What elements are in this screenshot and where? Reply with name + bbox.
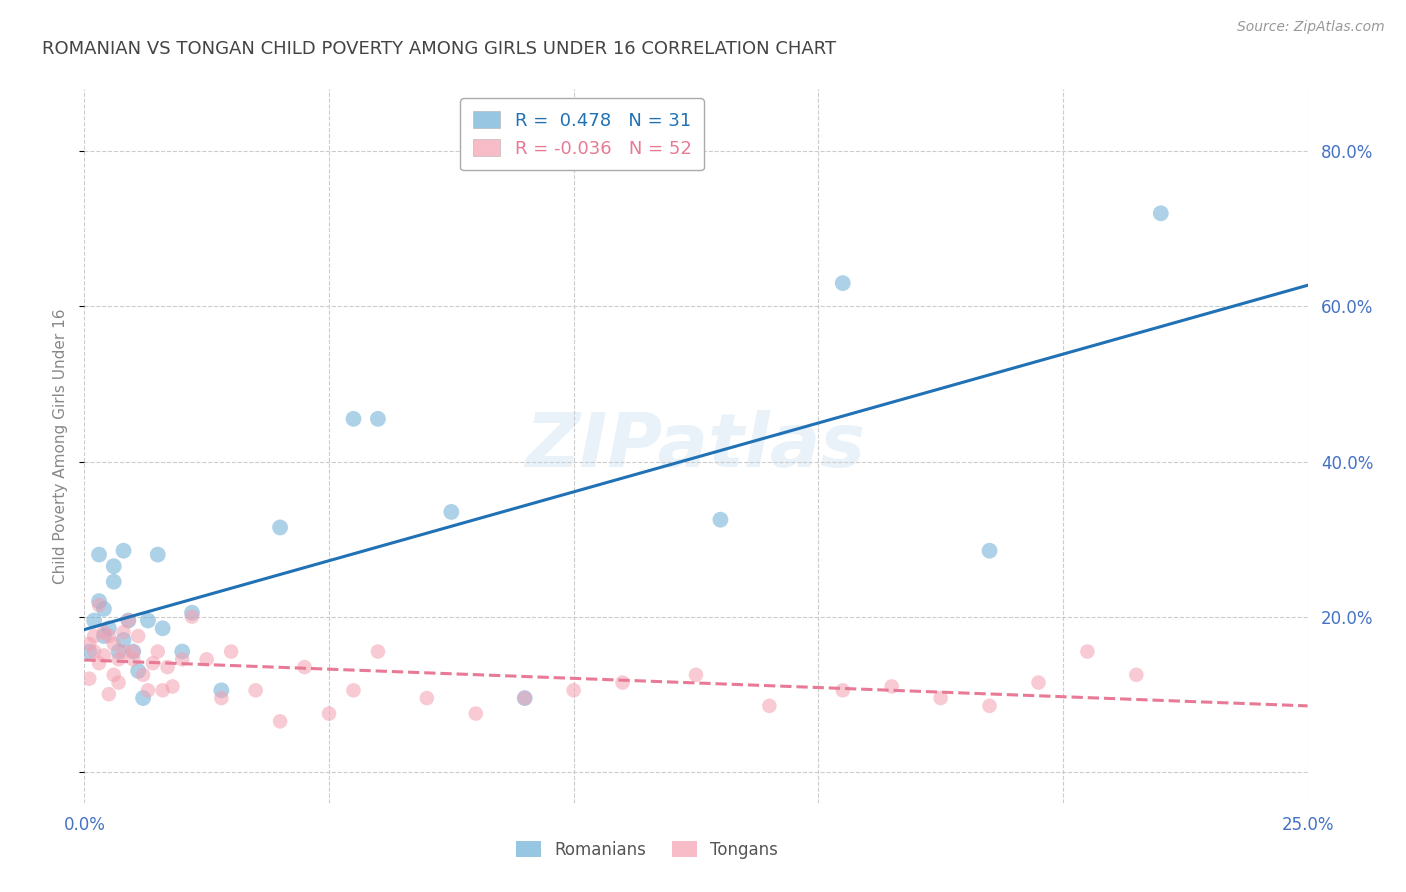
Point — [112, 625, 135, 640]
Point — [294, 660, 316, 674]
Point — [146, 644, 169, 658]
Point — [880, 680, 903, 694]
Point — [979, 543, 1001, 558]
Point — [122, 652, 145, 666]
Point — [122, 644, 145, 658]
Point — [367, 644, 389, 658]
Point — [117, 614, 139, 628]
Point — [172, 644, 194, 658]
Point — [209, 683, 232, 698]
Point — [122, 644, 145, 658]
Point — [464, 706, 486, 721]
Point — [152, 683, 174, 698]
Point — [87, 548, 110, 562]
Point — [195, 652, 218, 666]
Point — [93, 629, 115, 643]
Text: ROMANIAN VS TONGAN CHILD POVERTY AMONG GIRLS UNDER 16 CORRELATION CHART: ROMANIAN VS TONGAN CHILD POVERTY AMONG G… — [42, 40, 837, 58]
Point — [146, 548, 169, 562]
Point — [318, 706, 340, 721]
Point — [156, 660, 179, 674]
Point — [87, 594, 110, 608]
Point — [1150, 206, 1173, 220]
Point — [1076, 644, 1098, 658]
Point — [127, 664, 149, 678]
Point — [209, 691, 232, 706]
Point — [97, 621, 120, 635]
Point — [758, 698, 780, 713]
Point — [219, 644, 242, 658]
Point — [83, 614, 105, 628]
Point — [269, 714, 291, 729]
Point — [112, 632, 135, 647]
Point — [831, 683, 853, 698]
Point — [142, 656, 165, 670]
Point — [103, 559, 125, 574]
Point — [172, 652, 194, 666]
Point — [685, 668, 707, 682]
Point — [117, 614, 139, 628]
Point — [77, 637, 100, 651]
Point — [152, 621, 174, 635]
Point — [83, 644, 105, 658]
Point — [77, 672, 100, 686]
Point — [97, 629, 120, 643]
Point — [93, 648, 115, 663]
Point — [136, 683, 159, 698]
Point — [107, 644, 129, 658]
Point — [929, 691, 952, 706]
Point — [831, 276, 853, 290]
Legend: Romanians, Tongans: Romanians, Tongans — [509, 835, 785, 866]
Point — [83, 629, 105, 643]
Text: Source: ZipAtlas.com: Source: ZipAtlas.com — [1237, 20, 1385, 34]
Point — [342, 412, 364, 426]
Point — [77, 644, 100, 658]
Point — [97, 687, 120, 701]
Point — [87, 656, 110, 670]
Point — [181, 606, 204, 620]
Point — [107, 675, 129, 690]
Point — [103, 574, 125, 589]
Point — [132, 691, 155, 706]
Point — [87, 598, 110, 612]
Point — [440, 505, 463, 519]
Point — [181, 609, 204, 624]
Point — [103, 637, 125, 651]
Point — [103, 668, 125, 682]
Text: ZIPatlas: ZIPatlas — [526, 409, 866, 483]
Point — [93, 625, 115, 640]
Point — [162, 680, 184, 694]
Point — [107, 652, 129, 666]
Point — [245, 683, 267, 698]
Point — [127, 629, 149, 643]
Point — [1028, 675, 1050, 690]
Point — [367, 412, 389, 426]
Point — [709, 513, 731, 527]
Point — [112, 644, 135, 658]
Point — [132, 668, 155, 682]
Point — [513, 691, 536, 706]
Point — [112, 543, 135, 558]
Point — [416, 691, 439, 706]
Point — [93, 602, 115, 616]
Point — [342, 683, 364, 698]
Point — [612, 675, 634, 690]
Point — [513, 691, 536, 706]
Point — [979, 698, 1001, 713]
Point — [269, 520, 291, 534]
Point — [136, 614, 159, 628]
Point — [1125, 668, 1147, 682]
Y-axis label: Child Poverty Among Girls Under 16: Child Poverty Among Girls Under 16 — [53, 309, 69, 583]
Point — [562, 683, 585, 698]
